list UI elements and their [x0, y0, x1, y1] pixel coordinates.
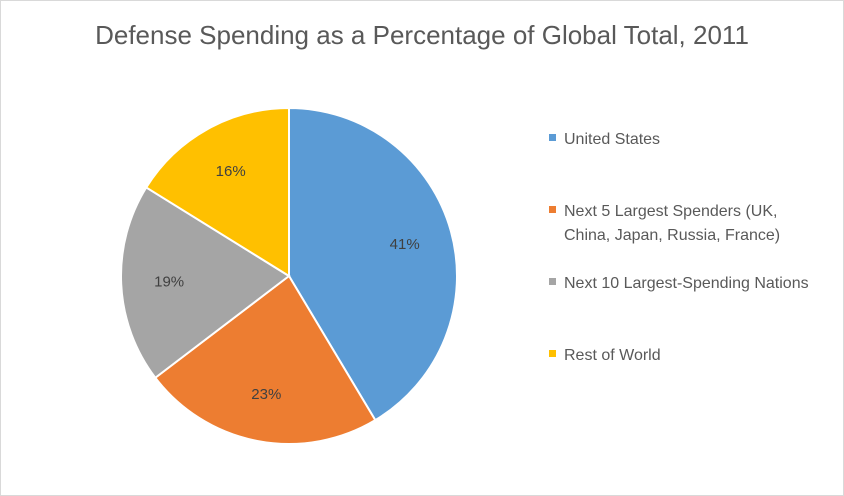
data-label-next-10: 19%	[154, 274, 184, 291]
chart-title: Defense Spending as a Percentage of Glob…	[95, 20, 749, 50]
pie-slice-next-10	[120, 186, 291, 380]
legend-label: Next 5 Largest Spenders (UK, China, Japa…	[564, 203, 781, 244]
legend-swatch	[549, 206, 556, 213]
pie-slice-rest-of-world	[144, 106, 290, 278]
data-label-united-states: 41%	[390, 236, 420, 253]
legend-item-next-10: Next 10 Largest-Spending Nations	[549, 272, 809, 296]
pie-slice-united-states	[288, 106, 458, 422]
data-label-rest-of-world: 16%	[216, 163, 246, 180]
pie-slice-next-5	[153, 274, 377, 445]
legend-swatch	[549, 134, 556, 141]
legend-item-rest-of-world: Rest of World	[549, 344, 661, 368]
legend-label: United States	[564, 131, 661, 148]
legend-label: Next 10 Largest-Spending Nations	[564, 275, 809, 292]
legend-swatch	[549, 350, 556, 357]
legend-label: Rest of World	[564, 347, 661, 364]
legend-item-next-5: Next 5 Largest Spenders (UK, China, Japa…	[549, 200, 824, 248]
legend-swatch	[549, 278, 556, 285]
legend-item-united-states: United States	[549, 128, 660, 152]
data-label-next-5: 23%	[251, 386, 281, 403]
